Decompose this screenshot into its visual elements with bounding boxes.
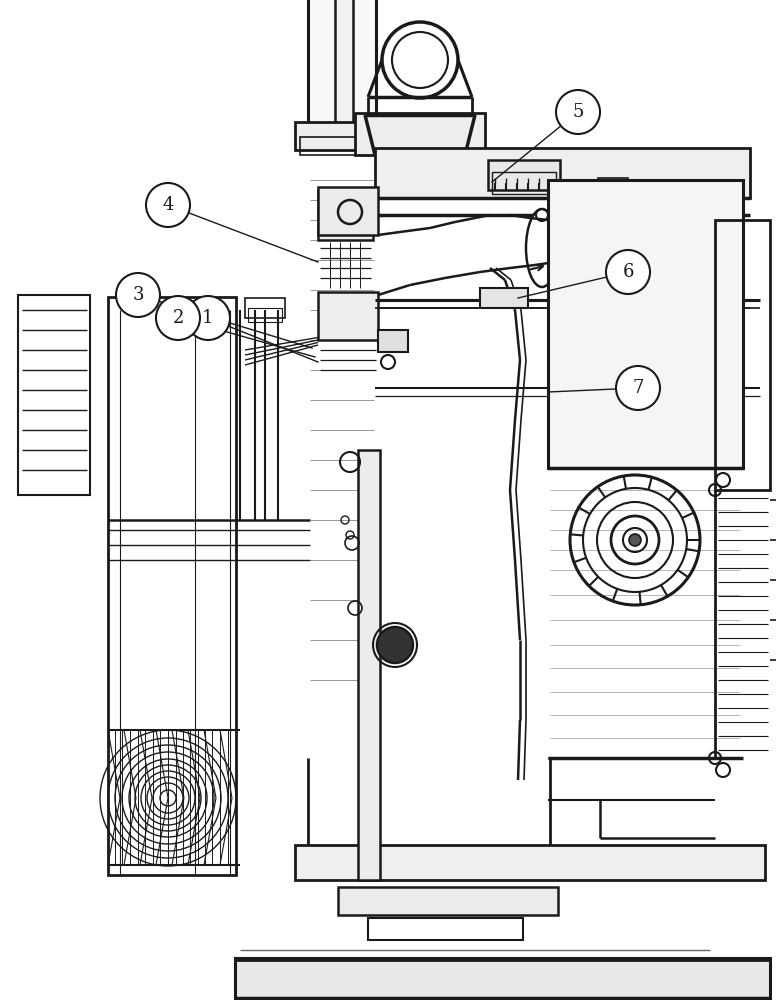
Bar — [235, 958, 770, 998]
Circle shape — [606, 250, 650, 294]
Text: 3: 3 — [132, 286, 144, 304]
Bar — [248, 308, 282, 322]
Circle shape — [156, 296, 200, 340]
Bar — [318, 190, 373, 240]
Bar — [295, 122, 390, 150]
Bar — [378, 330, 408, 352]
Text: 1: 1 — [203, 309, 213, 327]
Circle shape — [186, 296, 230, 340]
Bar — [295, 845, 765, 880]
Bar — [18, 295, 90, 495]
Circle shape — [116, 273, 160, 317]
Bar — [548, 180, 743, 468]
Ellipse shape — [526, 209, 558, 287]
Bar — [308, 0, 376, 148]
Circle shape — [616, 366, 660, 410]
Bar — [492, 172, 556, 194]
Bar — [480, 288, 528, 308]
Ellipse shape — [633, 209, 663, 281]
Circle shape — [629, 534, 641, 546]
Bar — [108, 297, 236, 875]
Text: 7: 7 — [632, 379, 643, 397]
Bar — [335, 0, 353, 148]
Bar — [318, 187, 378, 235]
Circle shape — [146, 183, 190, 227]
Bar — [245, 298, 285, 318]
Text: 4: 4 — [162, 196, 174, 214]
Bar — [300, 137, 385, 155]
Bar — [715, 220, 770, 490]
Text: 5: 5 — [573, 103, 584, 121]
Bar — [368, 918, 523, 940]
Bar — [358, 450, 380, 880]
Text: 2: 2 — [172, 309, 184, 327]
Circle shape — [377, 627, 413, 663]
Bar — [598, 178, 628, 196]
Text: 6: 6 — [622, 263, 634, 281]
Bar — [375, 148, 750, 198]
Circle shape — [556, 90, 600, 134]
Bar — [318, 292, 378, 340]
Bar — [355, 113, 485, 155]
Bar — [488, 160, 560, 190]
Bar — [338, 887, 558, 915]
